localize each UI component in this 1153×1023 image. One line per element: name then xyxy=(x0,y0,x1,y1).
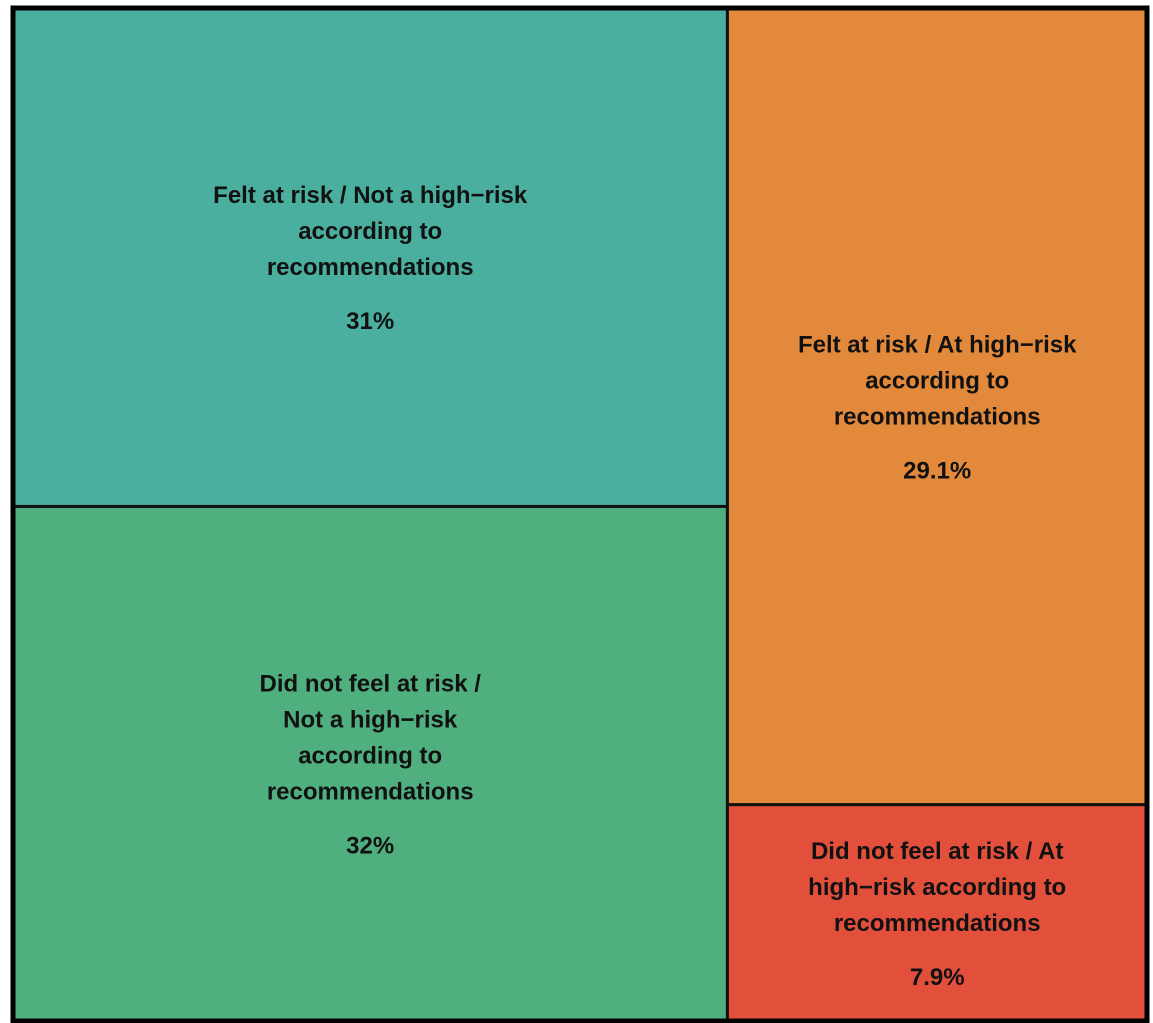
tile-category-label: Did not feel at risk / xyxy=(260,671,482,698)
tile-did-not-feel-at-risk-not-high-risk xyxy=(11,504,729,1023)
treemap-tiles xyxy=(11,6,1149,1023)
tile-category-label: Not a high−risk xyxy=(283,707,458,734)
tile-category-label: Did not feel at risk / At xyxy=(811,838,1063,865)
tile-category-label: recommendations xyxy=(834,910,1041,937)
tile-label-did-not-feel-at-risk-not-high-risk: Did not feel at risk / Not a high−risk acc… xyxy=(260,671,482,860)
tile-category-label: according to xyxy=(298,743,442,770)
tile-value-label: 7.9% xyxy=(910,964,965,991)
tile-label-felt-at-risk-not-high-risk: Felt at risk / Not a high−risk according … xyxy=(213,182,528,335)
tile-value-label: 32% xyxy=(346,833,394,860)
tile-label-did-not-feel-at-risk-at-high-risk: Did not feel at risk / At high−risk accor… xyxy=(808,838,1066,991)
tile-did-not-feel-at-risk-at-high-risk xyxy=(725,803,1149,1023)
treemap-labels: Felt at risk / Not a high−risk according … xyxy=(213,182,1077,991)
tile-category-label: Felt at risk / Not a high−risk xyxy=(213,182,528,209)
tile-category-label: recommendations xyxy=(834,403,1041,430)
tile-category-label: Felt at risk / At high−risk xyxy=(798,331,1077,358)
tile-category-label: recommendations xyxy=(267,254,474,281)
tile-value-label: 29.1% xyxy=(903,457,971,484)
tile-felt-at-risk-not-high-risk xyxy=(11,6,729,508)
tile-label-felt-at-risk-at-high-risk: Felt at risk / At high−risk according to r… xyxy=(798,331,1077,484)
tile-category-label: high−risk according to xyxy=(808,874,1066,901)
tile-category-label: according to xyxy=(865,367,1009,394)
tile-category-label: according to xyxy=(298,218,442,245)
tile-value-label: 31% xyxy=(346,308,394,335)
tile-category-label: recommendations xyxy=(267,779,474,806)
chart-frame xyxy=(10,5,1150,1023)
